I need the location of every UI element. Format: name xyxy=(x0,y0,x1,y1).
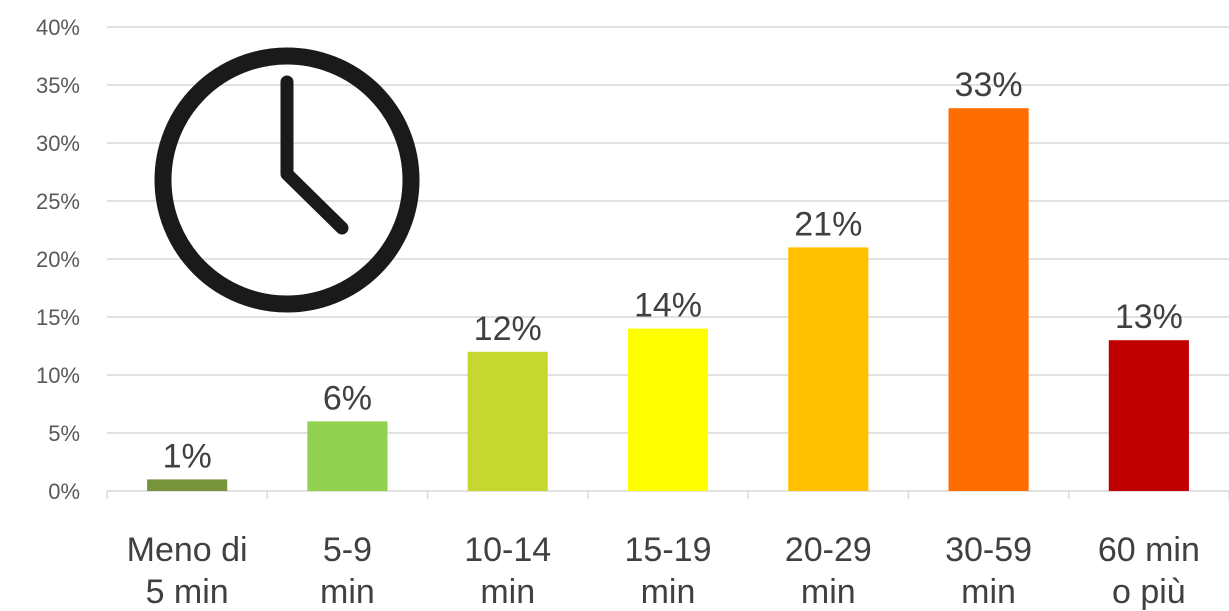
bars xyxy=(147,108,1189,491)
clock-hands xyxy=(280,75,349,235)
x-axis-tick-labels: Meno di 5 min 5-9 min 10-14 min 15-19 min 20-29 m… xyxy=(127,531,1200,611)
y-tick-label: 40% xyxy=(36,15,80,40)
y-tick-label: 35% xyxy=(36,73,80,98)
x-tick-label: 10-14 xyxy=(464,531,551,569)
bar xyxy=(948,108,1029,491)
data-label: 13% xyxy=(1115,298,1183,336)
x-tick-label: Meno di xyxy=(127,531,248,569)
x-tick-label: min xyxy=(641,573,696,611)
x-tick-label: 15-19 xyxy=(625,531,712,569)
bar xyxy=(147,479,228,491)
bar xyxy=(307,421,388,491)
x-tick-label: 20-29 xyxy=(785,531,872,569)
y-axis-tick-labels: 0% 5% 10% 15% 20% 25% 30% 35% 40% xyxy=(36,15,80,504)
clock-icon xyxy=(154,47,420,313)
x-tick-label: 60 min xyxy=(1098,531,1200,569)
x-tick-label: min xyxy=(961,573,1016,611)
x-axis-tick-marks xyxy=(106,491,1229,499)
bar xyxy=(467,351,548,491)
y-tick-label: 0% xyxy=(48,479,80,504)
x-tick-label: 30-59 xyxy=(945,531,1032,569)
bar xyxy=(627,328,709,491)
x-tick-label: 5-9 xyxy=(323,531,372,569)
y-tick-label: 15% xyxy=(36,305,80,330)
data-labels: 1% 6% 12% 14% 21% 33% 13% xyxy=(163,66,1183,475)
data-label: 12% xyxy=(474,310,542,348)
bar xyxy=(788,247,869,491)
y-tick-label: 25% xyxy=(36,189,80,214)
y-tick-label: 30% xyxy=(36,131,80,156)
y-tick-label: 20% xyxy=(36,247,80,272)
data-label: 6% xyxy=(323,379,372,417)
data-label: 33% xyxy=(955,66,1023,104)
data-label: 21% xyxy=(794,205,862,243)
x-tick-label: min xyxy=(480,573,535,611)
y-tick-label: 5% xyxy=(48,421,80,446)
x-tick-label: min xyxy=(320,573,375,611)
data-label: 14% xyxy=(634,287,702,325)
gridlines xyxy=(107,26,1229,434)
y-tick-label: 10% xyxy=(36,363,80,388)
bar xyxy=(1108,340,1189,491)
x-tick-label: o più xyxy=(1112,573,1186,611)
clock-face xyxy=(154,47,420,313)
x-tick-label: min xyxy=(801,573,856,611)
data-label: 1% xyxy=(163,437,212,475)
x-tick-label: 5 min xyxy=(146,573,229,611)
